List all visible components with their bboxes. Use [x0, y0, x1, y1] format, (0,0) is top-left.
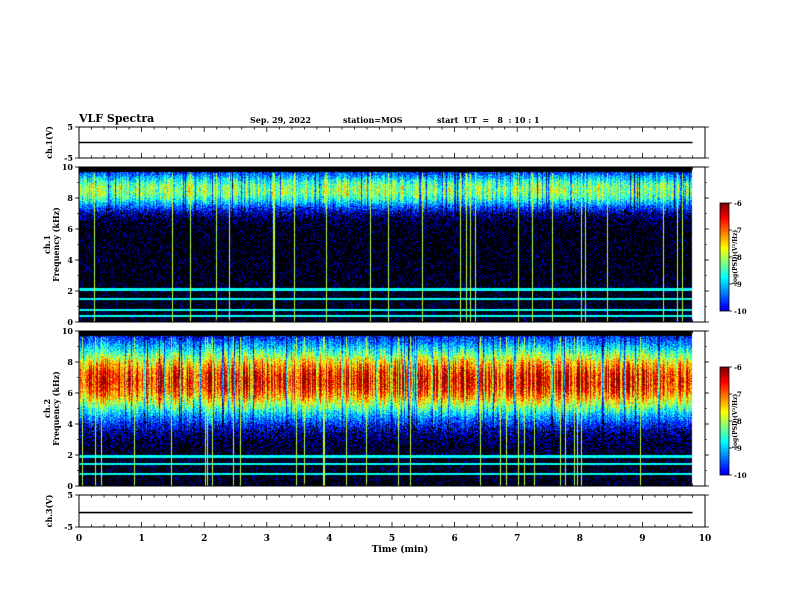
y-tick-label: 6	[67, 388, 73, 398]
colorbar-tick-label: -9	[734, 444, 742, 453]
colorbar-tick-label: -7	[734, 390, 742, 399]
y-tick-label: 2	[67, 450, 73, 460]
y-tick-label: -5	[64, 522, 73, 532]
colorbar-tick-label: -8	[734, 417, 742, 426]
x-axis-label: Time (min)	[372, 544, 429, 555]
x-tick-label: 3	[264, 534, 270, 544]
spectrogram-image-ch2-spectrogram	[79, 331, 705, 486]
x-tick-label: 0	[76, 534, 82, 544]
date-label: Sep. 29, 2022	[250, 115, 311, 125]
y-axis-label: Frequency (kHz)	[51, 371, 61, 446]
x-tick-label: 2	[201, 534, 207, 544]
y-tick-label: 10	[62, 326, 74, 336]
colorbar-label: log(PSD)(V²/Hz)	[732, 394, 739, 449]
y-axis-label: Frequency (kHz)	[51, 207, 61, 282]
colorbar-ch1-spectrogram	[720, 203, 729, 311]
y-axis-label: ch.2	[42, 399, 52, 418]
x-tick-label: 6	[451, 534, 457, 544]
y-axis-label: ch.1(V)	[44, 126, 54, 159]
x-tick-label: 5	[389, 534, 395, 544]
y-tick-label: 4	[67, 419, 73, 429]
y-tick-label: 5	[67, 490, 73, 500]
x-tick-label: 1	[138, 534, 144, 544]
colorbar-tick-label: -6	[734, 363, 742, 372]
colorbar-label: log(PSD)(V²/Hz)	[732, 230, 739, 285]
y-tick-label: 5	[67, 122, 73, 132]
x-tick-label: 8	[577, 534, 583, 544]
y-axis-label: ch.1	[42, 235, 52, 254]
x-tick-label: 7	[514, 534, 520, 544]
y-tick-label: 8	[67, 357, 73, 367]
y-tick-label: -5	[64, 153, 73, 163]
y-tick-label: 4	[67, 255, 73, 265]
y-tick-label: 0	[67, 317, 73, 327]
colorbar-tick-label: -7	[734, 226, 742, 235]
y-axis-label: ch.3(V)	[44, 494, 54, 527]
colorbar-tick-label: -9	[734, 280, 742, 289]
start-time-label: start UT = 8 : 10 : 1	[437, 115, 540, 125]
y-tick-label: 6	[67, 224, 73, 234]
colorbar-ch2-spectrogram	[720, 367, 729, 475]
x-tick-label: 4	[326, 534, 332, 544]
x-tick-label: 9	[639, 534, 645, 544]
x-tick-label: 10	[699, 534, 712, 544]
colorbar-tick-label: -8	[734, 253, 742, 262]
y-tick-label: 2	[67, 286, 73, 296]
spectrogram-image-ch1-spectrogram	[79, 167, 705, 322]
station-label: station=MOS	[343, 115, 403, 125]
y-tick-label: 10	[62, 162, 74, 172]
colorbar-tick-label: -10	[734, 307, 747, 316]
colorbar-tick-label: -10	[734, 471, 747, 480]
y-tick-label: 0	[67, 481, 73, 491]
y-tick-label: 8	[67, 193, 73, 203]
chart-title: VLF Spectra	[79, 112, 155, 125]
colorbar-tick-label: -6	[734, 199, 742, 208]
